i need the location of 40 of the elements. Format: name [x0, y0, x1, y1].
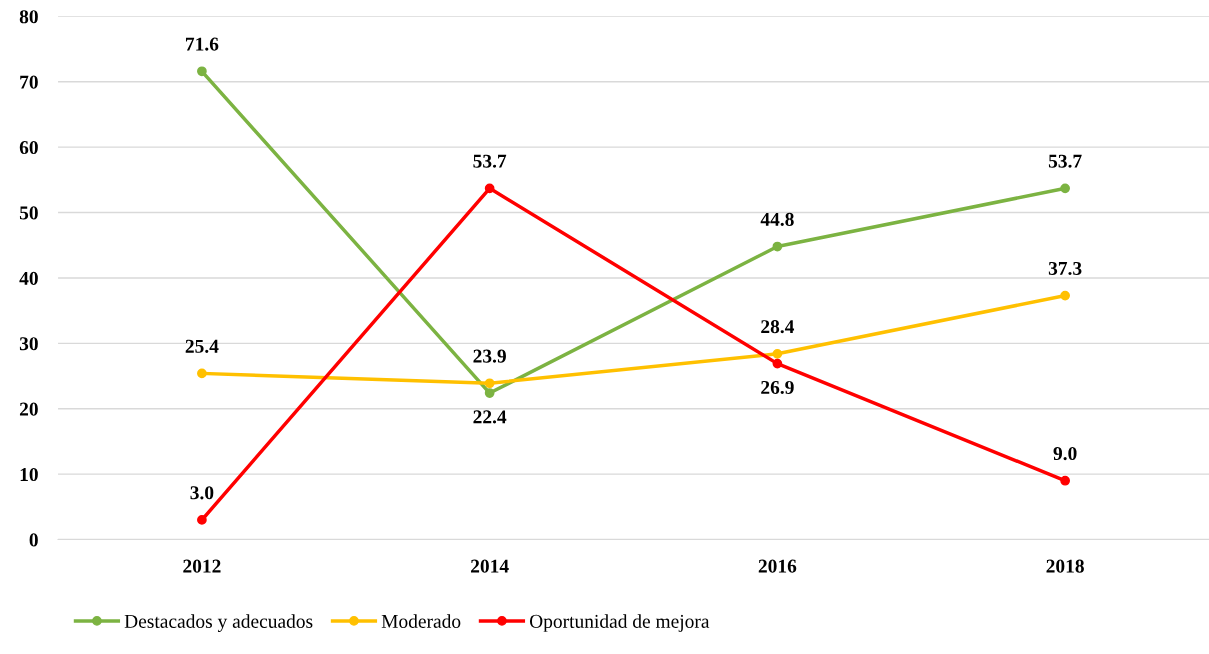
point [1060, 475, 1070, 486]
data-label: 53.7 [473, 154, 507, 168]
data-label: 71.6 [186, 37, 219, 51]
y-tick-label: 30 [19, 337, 38, 351]
x-tick-label: 2018 [1046, 559, 1084, 573]
point [197, 66, 207, 77]
point [1060, 183, 1070, 194]
y-tick-label: 20 [19, 402, 38, 416]
point [197, 368, 207, 379]
point [772, 348, 783, 359]
y-tick-label: 70 [20, 75, 38, 89]
legend-label: Oportunidad de mejora [529, 614, 710, 632]
data-label: 53.7 [1048, 154, 1082, 168]
y-tick-label: 40 [19, 271, 38, 285]
data-label: 3.0 [190, 486, 214, 500]
data-label: 26.9 [761, 380, 794, 395]
point [484, 388, 495, 398]
y-tick-label: 80 [19, 10, 38, 24]
x-tick-label: 2016 [758, 559, 797, 573]
data-label: 22.4 [473, 410, 507, 424]
point [197, 515, 207, 525]
data-label: 23.9 [473, 349, 506, 363]
data-label: 25.4 [185, 339, 219, 353]
point [484, 183, 495, 194]
point [772, 241, 783, 252]
point [1060, 290, 1070, 301]
y-tick-label: 0 [29, 533, 38, 547]
point [484, 378, 495, 389]
legend-label: Destacados y adecuados [124, 614, 313, 632]
x-tick-label: 2012 [183, 559, 221, 573]
point [772, 358, 783, 369]
legend-label: Moderado [381, 614, 461, 628]
data-label: 28.4 [761, 320, 795, 334]
data-label: 37.3 [1048, 261, 1082, 276]
y-tick-label: 60 [19, 140, 38, 155]
y-tick-label: 50 [19, 206, 38, 220]
x-tick-label: 2014 [471, 559, 509, 573]
data-label: 44.8 [760, 212, 794, 227]
data-label: 9.0 [1053, 446, 1077, 461]
y-tick-label: 10 [20, 467, 38, 482]
